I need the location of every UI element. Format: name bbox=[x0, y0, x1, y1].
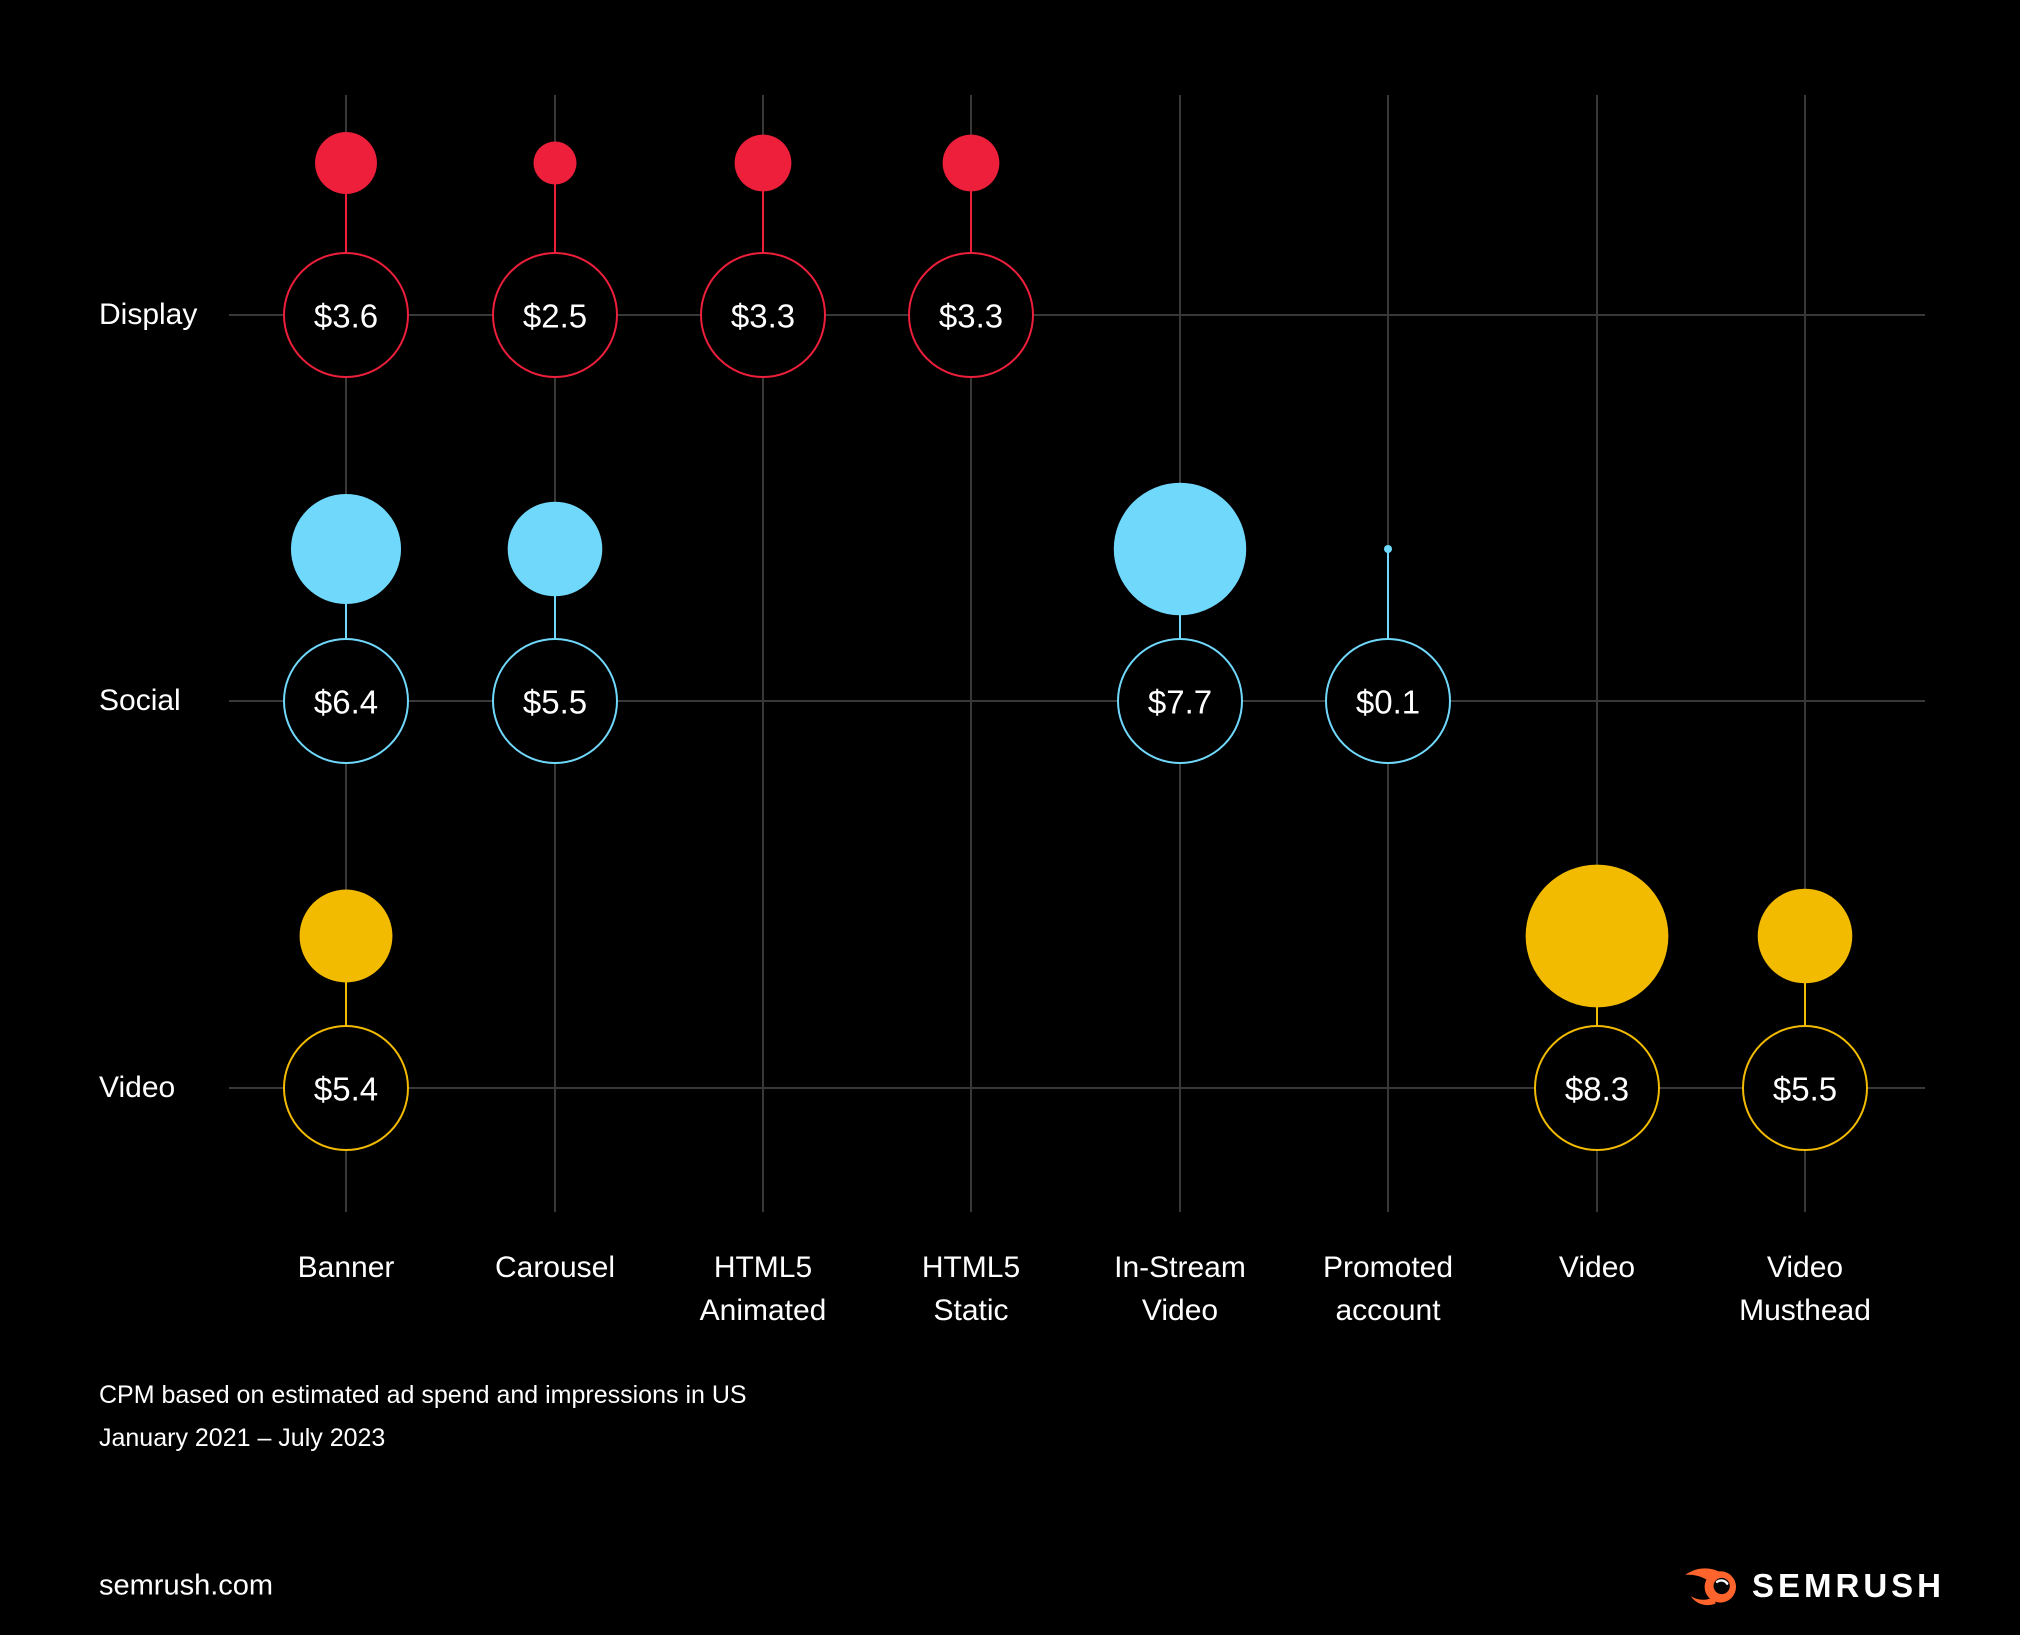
point-bubble bbox=[734, 134, 792, 192]
point-bubble bbox=[315, 132, 377, 194]
point-display-0: $3.6 bbox=[283, 132, 409, 378]
value-circle bbox=[283, 1025, 409, 1151]
semrush-logo: SEMRUSH bbox=[1684, 1562, 1945, 1610]
col-label-line: Musthead bbox=[1739, 1294, 1871, 1327]
col-label-line: Video bbox=[1766, 1251, 1844, 1284]
value-circle bbox=[283, 638, 409, 764]
value-circle bbox=[1534, 1025, 1660, 1151]
value-label: $8.3 bbox=[1565, 1071, 1629, 1108]
point-social-5: $0.1 bbox=[1325, 545, 1451, 764]
col-label-video: Video bbox=[1447, 1246, 1747, 1289]
col-label-html5-static: HTML5 Static bbox=[821, 1246, 1121, 1332]
point-video-6: $8.3 bbox=[1525, 864, 1669, 1151]
value-label: $5.5 bbox=[523, 684, 587, 721]
point-display-1: $2.5 bbox=[492, 141, 618, 378]
col-label-html5-animated: HTML5 Animated bbox=[613, 1246, 913, 1332]
value-circle bbox=[283, 252, 409, 378]
col-label-line: Video bbox=[1558, 1251, 1636, 1284]
point-social-4: $7.7 bbox=[1113, 482, 1247, 764]
col-label-line: Promoted bbox=[1322, 1251, 1454, 1284]
value-circle bbox=[492, 252, 618, 378]
value-circle bbox=[1325, 638, 1451, 764]
point-video-7: $5.5 bbox=[1742, 888, 1868, 1151]
col-label-carousel: Carousel bbox=[405, 1246, 705, 1289]
value-circle bbox=[492, 638, 618, 764]
col-label-promoted-account: Promoted account bbox=[1238, 1246, 1538, 1332]
value-circle bbox=[908, 252, 1034, 378]
footnote-line-2: January 2021 – July 2023 bbox=[99, 1424, 386, 1452]
col-label-line: In-Stream bbox=[1114, 1251, 1246, 1284]
col-label-line: Carousel bbox=[494, 1251, 616, 1284]
col-label-video-musthead: Video Musthead bbox=[1655, 1246, 1955, 1332]
point-bubble bbox=[290, 493, 402, 605]
value-label: $5.5 bbox=[1773, 1071, 1837, 1108]
row-label-social: Social bbox=[99, 684, 181, 717]
source-url: semrush.com bbox=[99, 1569, 274, 1602]
value-circle bbox=[1117, 638, 1243, 764]
col-label-line: account bbox=[1335, 1294, 1441, 1327]
value-circle bbox=[700, 252, 826, 378]
col-label-in-stream-video: In-Stream Video bbox=[1030, 1246, 1330, 1332]
point-video-0: $5.4 bbox=[283, 889, 409, 1151]
point-social-0: $6.4 bbox=[283, 493, 409, 764]
footnote: CPM based on estimated ad spend and impr… bbox=[99, 1374, 747, 1460]
semrush-logo-text: SEMRUSH bbox=[1752, 1567, 1946, 1604]
value-label: $5.4 bbox=[314, 1071, 378, 1108]
col-label-line: HTML5 bbox=[921, 1251, 1021, 1284]
col-label-line: Static bbox=[933, 1294, 1009, 1327]
point-display-2: $3.3 bbox=[700, 134, 826, 378]
point-bubble bbox=[1525, 864, 1669, 1008]
value-label: $3.6 bbox=[314, 298, 378, 335]
col-label-line: Video bbox=[1141, 1294, 1219, 1327]
value-circle bbox=[1742, 1025, 1868, 1151]
point-bubble bbox=[533, 141, 577, 185]
value-label: $3.3 bbox=[939, 298, 1003, 335]
point-bubble bbox=[942, 134, 1000, 192]
point-bubble bbox=[1113, 482, 1247, 616]
value-label: $3.3 bbox=[731, 298, 795, 335]
value-label: $7.7 bbox=[1148, 684, 1212, 721]
value-label: $2.5 bbox=[523, 298, 587, 335]
point-bubble bbox=[1384, 545, 1392, 553]
point-bubble bbox=[507, 501, 603, 597]
point-display-3: $3.3 bbox=[908, 134, 1034, 378]
value-label: $6.4 bbox=[314, 684, 378, 721]
row-label-display: Display bbox=[99, 298, 198, 331]
semrush-flame-icon bbox=[1685, 1568, 1736, 1606]
flame-highlight bbox=[1715, 1579, 1729, 1585]
row-label-video: Video bbox=[99, 1071, 176, 1104]
point-bubble bbox=[299, 889, 393, 983]
col-label-line: Animated bbox=[699, 1294, 827, 1327]
point-social-1: $5.5 bbox=[492, 501, 618, 764]
col-label-line: HTML5 bbox=[713, 1251, 813, 1284]
col-label-line: Banner bbox=[297, 1251, 395, 1284]
col-label-banner: Banner bbox=[196, 1246, 496, 1289]
point-bubble bbox=[1757, 888, 1853, 984]
footnote-line-1: CPM based on estimated ad spend and impr… bbox=[99, 1381, 747, 1409]
value-label: $0.1 bbox=[1356, 684, 1420, 721]
